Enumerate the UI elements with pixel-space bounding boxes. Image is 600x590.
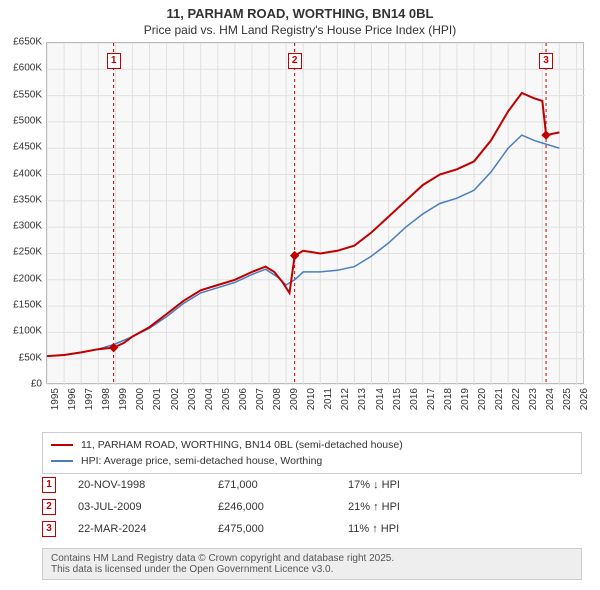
footer-line1: Contains HM Land Registry data © Crown c… bbox=[51, 553, 573, 564]
transaction-date: 22-MAR-2024 bbox=[78, 523, 218, 535]
footer-line2: This data is licensed under the Open Gov… bbox=[51, 564, 573, 575]
x-tick-label: 2009 bbox=[289, 388, 300, 410]
x-tick-label: 2007 bbox=[255, 388, 266, 410]
transaction-marker: 2 bbox=[42, 499, 56, 515]
transaction-delta: 11% ↑ HPI bbox=[348, 523, 478, 535]
x-tick-label: 2024 bbox=[545, 388, 556, 410]
x-tick-label: 2025 bbox=[562, 388, 573, 410]
x-tick-label: 1997 bbox=[84, 388, 95, 410]
transaction-row: 3 22-MAR-2024£475,00011% ↑ HPI bbox=[42, 518, 582, 540]
y-tick-label: £300K bbox=[13, 221, 42, 232]
chart-container: 11, PARHAM ROAD, WORTHING, BN14 0BL Pric… bbox=[0, 0, 600, 590]
x-tick-label: 2012 bbox=[340, 388, 351, 410]
transaction-row: 2 03-JUL-2009£246,00021% ↑ HPI bbox=[42, 496, 582, 518]
x-tick-label: 2021 bbox=[494, 388, 505, 410]
event-marker: 3 bbox=[539, 53, 553, 69]
transaction-row: 1 20-NOV-1998£71,00017% ↓ HPI bbox=[42, 474, 582, 496]
x-tick-label: 2026 bbox=[579, 388, 590, 410]
legend: 11, PARHAM ROAD, WORTHING, BN14 0BL (sem… bbox=[42, 432, 582, 474]
y-tick-label: £450K bbox=[13, 142, 42, 153]
y-tick-label: £50K bbox=[19, 352, 42, 363]
x-tick-label: 1999 bbox=[118, 388, 129, 410]
y-tick-label: £550K bbox=[13, 89, 42, 100]
transaction-date: 20-NOV-1998 bbox=[78, 479, 218, 491]
x-tick-label: 2004 bbox=[204, 388, 215, 410]
y-tick-label: £350K bbox=[13, 194, 42, 205]
transaction-delta: 21% ↑ HPI bbox=[348, 501, 478, 513]
x-tick-label: 2013 bbox=[357, 388, 368, 410]
legend-swatch bbox=[51, 460, 73, 462]
x-tick-label: 2010 bbox=[306, 388, 317, 410]
transaction-price: £246,000 bbox=[218, 501, 348, 513]
y-tick-label: £100K bbox=[13, 326, 42, 337]
x-axis: 1995 1996 1997 1998 1999 2000 2001 2002 2003 2004… bbox=[46, 386, 584, 434]
y-tick-label: £400K bbox=[13, 168, 42, 179]
y-tick-label: £600K bbox=[13, 63, 42, 74]
y-tick-label: £200K bbox=[13, 273, 42, 284]
event-marker: 1 bbox=[107, 53, 121, 69]
title-block: 11, PARHAM ROAD, WORTHING, BN14 0BL Pric… bbox=[0, 0, 600, 41]
x-tick-label: 2006 bbox=[238, 388, 249, 410]
legend-swatch bbox=[51, 444, 73, 446]
y-tick-label: £150K bbox=[13, 300, 42, 311]
legend-label: 11, PARHAM ROAD, WORTHING, BN14 0BL (sem… bbox=[81, 439, 403, 451]
legend-label: HPI: Average price, semi-detached house,… bbox=[81, 455, 322, 467]
x-tick-label: 2014 bbox=[375, 388, 386, 410]
x-tick-label: 2019 bbox=[460, 388, 471, 410]
transaction-marker: 3 bbox=[42, 521, 56, 537]
x-tick-label: 2018 bbox=[443, 388, 454, 410]
chart-plot-area: 1 2 3 bbox=[46, 42, 584, 384]
transaction-price: £475,000 bbox=[218, 523, 348, 535]
x-tick-label: 2015 bbox=[392, 388, 403, 410]
y-tick-label: £650K bbox=[13, 37, 42, 48]
transaction-price: £71,000 bbox=[218, 479, 348, 491]
x-tick-label: 1995 bbox=[50, 388, 61, 410]
x-tick-label: 2011 bbox=[323, 388, 334, 410]
y-axis: £0£50K£100K£150K£200K£250K£300K£350K£400… bbox=[0, 42, 44, 384]
y-tick-label: £250K bbox=[13, 247, 42, 258]
transaction-delta: 17% ↓ HPI bbox=[348, 479, 478, 491]
x-tick-label: 2016 bbox=[409, 388, 420, 410]
x-tick-label: 2008 bbox=[272, 388, 283, 410]
transaction-marker: 1 bbox=[42, 477, 56, 493]
x-tick-label: 2002 bbox=[170, 388, 181, 410]
x-tick-label: 1998 bbox=[101, 388, 112, 410]
chart-svg bbox=[47, 43, 585, 385]
x-tick-label: 2023 bbox=[528, 388, 539, 410]
footer-attribution: Contains HM Land Registry data © Crown c… bbox=[42, 548, 582, 580]
y-tick-label: £0 bbox=[31, 379, 42, 390]
x-tick-label: 2020 bbox=[477, 388, 488, 410]
transactions-table: 1 20-NOV-1998£71,00017% ↓ HPI 2 03-JUL-2009… bbox=[42, 474, 582, 540]
legend-row: 11, PARHAM ROAD, WORTHING, BN14 0BL (sem… bbox=[51, 437, 573, 453]
title-address: 11, PARHAM ROAD, WORTHING, BN14 0BL bbox=[0, 6, 600, 21]
event-marker: 2 bbox=[288, 53, 302, 69]
x-tick-label: 1996 bbox=[67, 388, 78, 410]
x-tick-label: 2000 bbox=[135, 388, 146, 410]
title-subtitle: Price paid vs. HM Land Registry's House … bbox=[0, 23, 600, 37]
x-tick-label: 2003 bbox=[187, 388, 198, 410]
x-tick-label: 2001 bbox=[152, 388, 163, 410]
transaction-date: 03-JUL-2009 bbox=[78, 501, 218, 513]
legend-row: HPI: Average price, semi-detached house,… bbox=[51, 453, 573, 469]
x-tick-label: 2017 bbox=[426, 388, 437, 410]
x-tick-label: 2005 bbox=[221, 388, 232, 410]
x-tick-label: 2022 bbox=[511, 388, 522, 410]
y-tick-label: £500K bbox=[13, 115, 42, 126]
